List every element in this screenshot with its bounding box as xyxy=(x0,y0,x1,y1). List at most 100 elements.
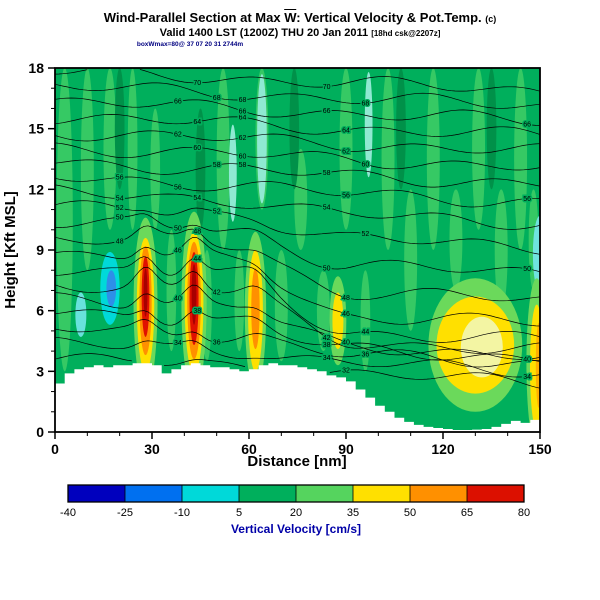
theta-contour-label: 60 xyxy=(362,162,370,169)
colorbar-tick-label: 50 xyxy=(404,507,416,519)
colorbar-tick-label: 35 xyxy=(347,507,359,519)
texture-stripe xyxy=(381,68,395,250)
theta-contour-label: 36 xyxy=(362,351,370,358)
theta-contour xyxy=(55,200,540,255)
colorbar-tick-label: 5 xyxy=(236,507,242,519)
texture-stripe xyxy=(234,249,245,352)
y-tick-label: 9 xyxy=(36,242,44,258)
theta-contour-label: 52 xyxy=(213,209,221,216)
theta-contour-label: 70 xyxy=(193,80,201,87)
theta-contour-label: 66 xyxy=(323,108,331,115)
theta-contours xyxy=(55,69,540,389)
texture-stripe xyxy=(150,108,161,230)
theta-contour-label: 66 xyxy=(174,99,182,106)
texture-stripe xyxy=(426,68,440,250)
colorbar-tick-label: 20 xyxy=(290,507,302,519)
x-axis-label: Distance [nm] xyxy=(247,453,346,470)
theta-contour-label: 44 xyxy=(193,256,201,263)
x-tick-label: 120 xyxy=(431,441,455,457)
theta-contour-label: 38 xyxy=(323,342,331,349)
cool-patch xyxy=(364,72,373,178)
texture-stripe xyxy=(294,148,308,250)
theta-contour xyxy=(55,97,540,126)
theta-contour-label: 56 xyxy=(342,193,350,200)
colorbar-segment xyxy=(239,485,296,502)
updraft-cell xyxy=(460,316,503,378)
updraft-cell xyxy=(332,292,344,350)
theta-contour-label: 62 xyxy=(342,148,350,155)
theta-contour-label: 38 xyxy=(193,308,201,315)
theta-contour xyxy=(55,69,540,92)
title-text-2: : Vertical Velocity & Pot.Temp. xyxy=(296,10,482,25)
texture-stripe xyxy=(486,68,497,190)
theta-contour xyxy=(55,159,540,188)
texture-stripe xyxy=(396,68,406,190)
y-tick-label: 15 xyxy=(28,121,44,137)
colorbar-tick-label: -10 xyxy=(174,507,190,519)
x-tick-label: 90 xyxy=(338,441,354,457)
theta-contour-label: 60 xyxy=(239,153,247,160)
colorbar-segment xyxy=(410,485,467,502)
theta-contour xyxy=(55,176,540,208)
theta-contour-label: 46 xyxy=(174,248,182,255)
theta-contour xyxy=(55,142,540,171)
cool-patch xyxy=(532,215,540,293)
theta-contour-label: 66 xyxy=(239,108,247,115)
texture-stripe xyxy=(404,189,418,331)
x-tick-label: 150 xyxy=(528,441,552,457)
theta-contour-label: 36 xyxy=(213,340,221,347)
theta-contour-label: 58 xyxy=(239,162,247,169)
texture-stripe xyxy=(166,229,177,352)
colorbar-segment xyxy=(467,485,524,502)
x-tick-label: 30 xyxy=(144,441,160,457)
theta-contour xyxy=(55,336,540,378)
theta-contour-label: 68 xyxy=(213,95,221,102)
theta-contour-label: 68 xyxy=(362,101,370,108)
title-w-overbar: W xyxy=(284,10,297,25)
theta-contour xyxy=(55,82,540,109)
colorbar-segment xyxy=(353,485,410,502)
theta-contour-label: 40 xyxy=(174,296,182,303)
valid-time-line: Valid 1400 LST (1200Z) THU 20 Jan 2011 [… xyxy=(0,27,600,39)
y-tick-label: 18 xyxy=(28,60,44,76)
title-unit: (c) xyxy=(485,14,497,24)
y-tick-label: 3 xyxy=(36,363,44,379)
theta-contour xyxy=(55,256,540,343)
updraft-cell xyxy=(191,264,197,325)
texture-stripe xyxy=(289,68,300,190)
theta-contour-label: 56 xyxy=(174,184,182,191)
theta-contour xyxy=(55,130,540,154)
texture-stripe xyxy=(56,68,73,372)
cool-patch xyxy=(106,270,117,307)
theta-contour-label: 46 xyxy=(342,311,350,318)
theta-contour-label: 50 xyxy=(323,266,331,273)
theta-contour-label: 48 xyxy=(342,295,350,302)
theta-contour-label: 50 xyxy=(523,266,531,273)
theta-contour-label: 54 xyxy=(323,205,331,212)
colorbar-segment xyxy=(296,485,353,502)
updraft-cell xyxy=(535,322,540,408)
y-tick-label: 12 xyxy=(28,181,44,197)
theta-contour-label: 50 xyxy=(174,226,182,233)
cool-patch xyxy=(257,74,267,204)
updraft-cell xyxy=(143,268,148,317)
theta-contour xyxy=(55,237,540,327)
texture-stripe xyxy=(80,68,94,271)
theta-contour-label: 68 xyxy=(239,97,247,104)
theta-contour-label: 48 xyxy=(116,238,124,245)
colorbar-tick-label: 65 xyxy=(461,507,473,519)
theta-contour-label: 56 xyxy=(523,196,531,203)
generated-plot-layers: 3234343436363838404040424244444646484848… xyxy=(28,60,551,519)
colorbar-segment xyxy=(125,485,182,502)
theta-contour xyxy=(55,319,540,368)
theta-contour-label: 40 xyxy=(523,356,531,363)
colorbar-tick-label: -25 xyxy=(117,507,133,519)
theta-contour-label: 60 xyxy=(193,145,201,152)
theta-contour-label: 50 xyxy=(116,215,124,222)
colorbar-tick-label: -40 xyxy=(60,507,76,519)
theta-contour-label: 44 xyxy=(362,329,370,336)
page-title: Wind-Parallel Section at Max W: Vertical… xyxy=(0,10,600,25)
theta-contour xyxy=(55,267,540,354)
